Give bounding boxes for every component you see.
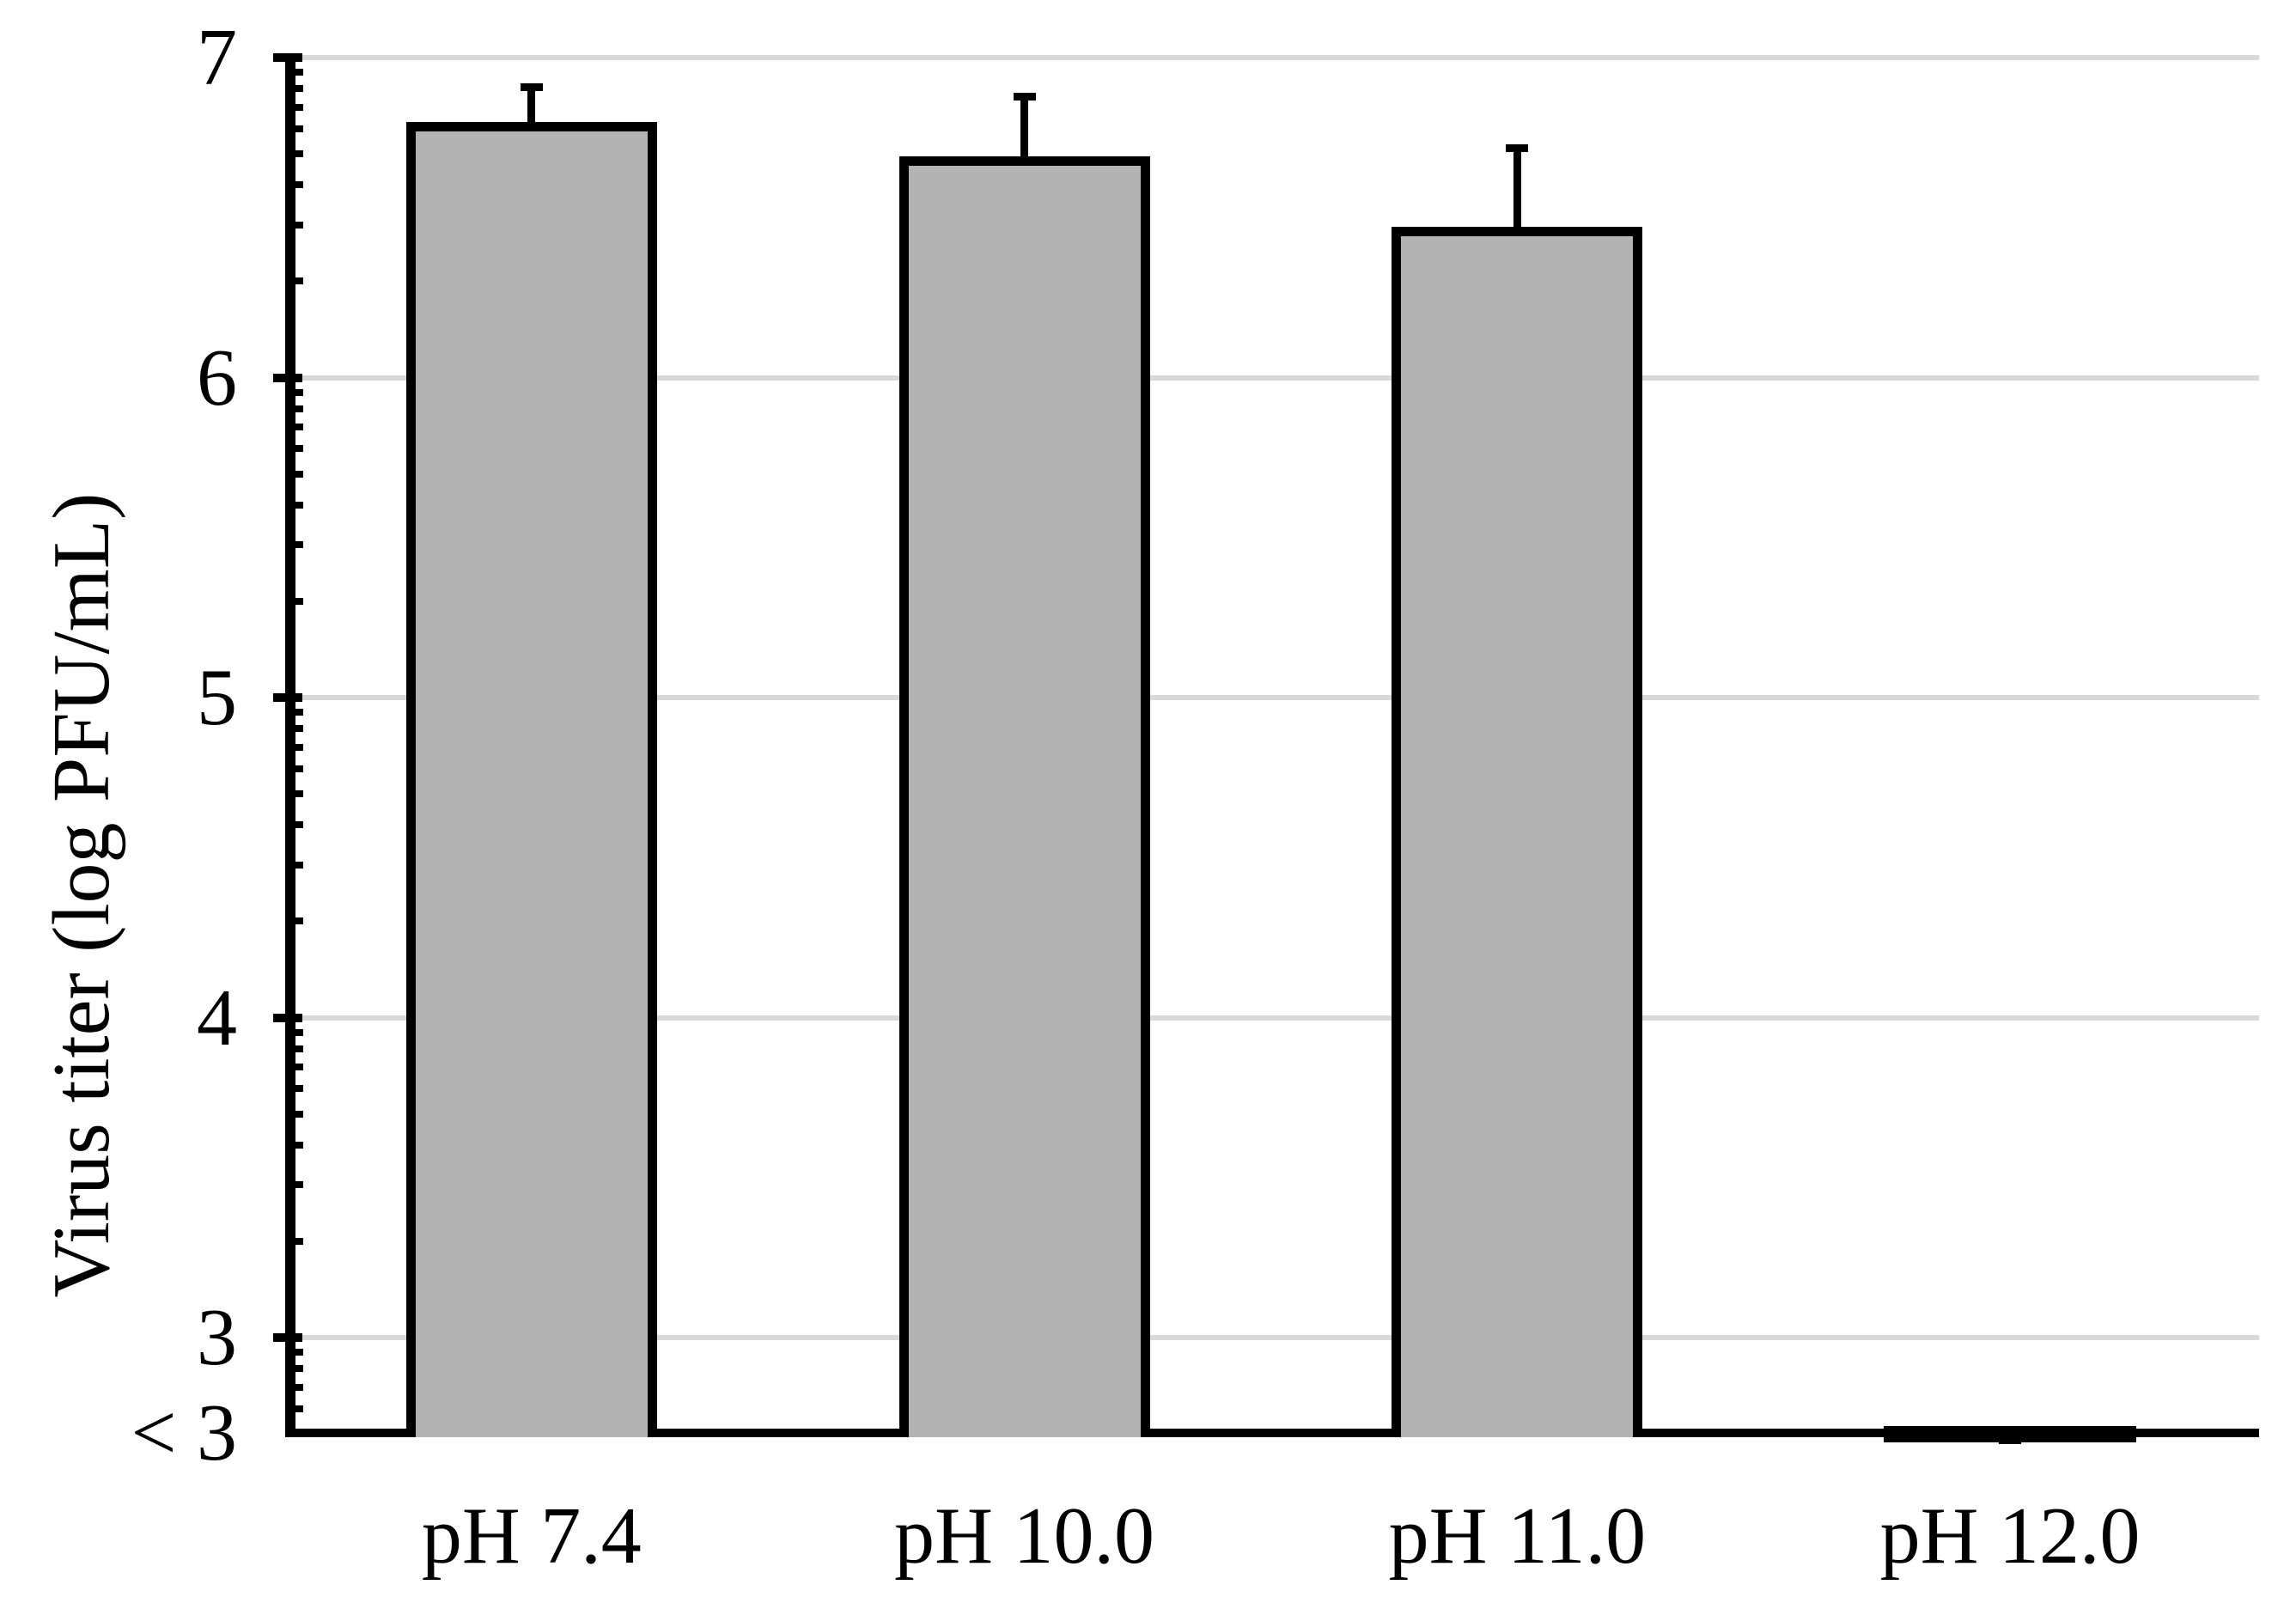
y-tick-label: 5 — [197, 653, 237, 742]
y-axis-minor-tick — [295, 501, 303, 509]
x-category-label-ph-12-0: pH 12.0 — [1879, 1491, 2141, 1581]
y-axis-minor-tick — [295, 725, 303, 733]
y-axis-minor-tick — [295, 69, 303, 76]
y-axis-minor-tick — [295, 470, 303, 478]
y-axis-major-tick — [273, 53, 302, 62]
x-category-label-ph-10-0: pH 10.0 — [894, 1491, 1155, 1581]
y-axis-minor-tick — [295, 1028, 303, 1036]
error-bar-stem-ph-7-4 — [527, 90, 536, 124]
y-axis-minor-tick — [295, 790, 303, 798]
y-axis-minor-tick — [295, 150, 303, 158]
error-bar-cap-ph-7-4 — [520, 82, 543, 91]
error-bar-cap-ph-12-0 — [1999, 1436, 2022, 1444]
x-category-label-ph-7-4: pH 7.4 — [421, 1491, 642, 1581]
y-axis-minor-tick — [295, 1141, 303, 1149]
y-axis-minor-tick — [295, 1064, 303, 1071]
y-axis-minor-tick — [295, 861, 303, 869]
major-gridline — [295, 695, 2259, 700]
error-bar-stem-ph-10-0 — [1020, 100, 1029, 159]
y-baseline-label: < 3 — [131, 1388, 237, 1478]
y-axis-minor-tick — [295, 424, 303, 431]
bar-ph-10-0 — [898, 156, 1150, 1437]
bar-ph-7-4 — [405, 121, 657, 1437]
bar-ph-11-0 — [1392, 227, 1643, 1437]
y-axis-minor-tick — [295, 1365, 303, 1373]
y-axis-minor-tick — [295, 743, 303, 751]
y-axis-minor-tick — [295, 1349, 303, 1356]
y-axis-minor-tick — [295, 388, 303, 396]
y-axis-minor-tick — [295, 125, 303, 132]
y-tick-label: 3 — [197, 1293, 237, 1382]
y-axis-minor-tick — [295, 181, 303, 189]
y-axis-minor-tick — [295, 103, 303, 111]
y-axis-minor-tick — [295, 445, 303, 453]
y-axis-minor-tick — [295, 85, 303, 93]
error-bar-cap-ph-10-0 — [1013, 92, 1036, 101]
major-gridline — [295, 1015, 2259, 1021]
y-axis-minor-tick — [295, 1383, 303, 1391]
error-bar-cap-ph-11-0 — [1506, 143, 1529, 152]
y-axis-minor-tick — [295, 405, 303, 412]
y-axis-minor-tick — [295, 1181, 303, 1189]
y-axis-minor-tick — [295, 765, 303, 772]
y-axis-minor-tick — [295, 709, 303, 716]
y-axis-minor-tick — [295, 597, 303, 605]
y-axis-minor-tick — [295, 277, 303, 285]
y-axis-minor-tick — [295, 1045, 303, 1052]
y-axis-minor-tick — [295, 917, 303, 925]
y-axis-minor-tick — [295, 1085, 303, 1093]
y-tick-label: 6 — [197, 332, 237, 423]
y-axis-title: Virus titer (log PFU/mL) — [37, 492, 126, 1298]
y-axis-minor-tick — [295, 1405, 303, 1412]
y-tick-label: 7 — [197, 13, 237, 102]
y-axis-major-tick — [273, 1333, 302, 1342]
y-tick-label: 4 — [197, 972, 237, 1063]
bar-ph-12-0 — [1884, 1426, 2137, 1442]
y-axis-minor-tick — [295, 541, 303, 549]
major-gridline — [295, 1335, 2259, 1340]
major-gridline — [295, 375, 2259, 381]
major-gridline — [295, 55, 2259, 60]
y-axis-minor-tick — [295, 821, 303, 829]
x-axis-line — [285, 1429, 2259, 1437]
y-axis-line — [285, 54, 295, 1437]
y-axis-major-tick — [273, 373, 302, 382]
y-axis-major-tick — [273, 693, 302, 702]
y-axis-minor-tick — [295, 1237, 303, 1245]
y-axis-minor-tick — [295, 221, 303, 229]
x-category-label-ph-11-0: pH 11.0 — [1388, 1491, 1647, 1581]
error-bar-stem-ph-11-0 — [1513, 151, 1521, 229]
y-axis-major-tick — [273, 1013, 302, 1022]
y-axis-minor-tick — [295, 1110, 303, 1118]
